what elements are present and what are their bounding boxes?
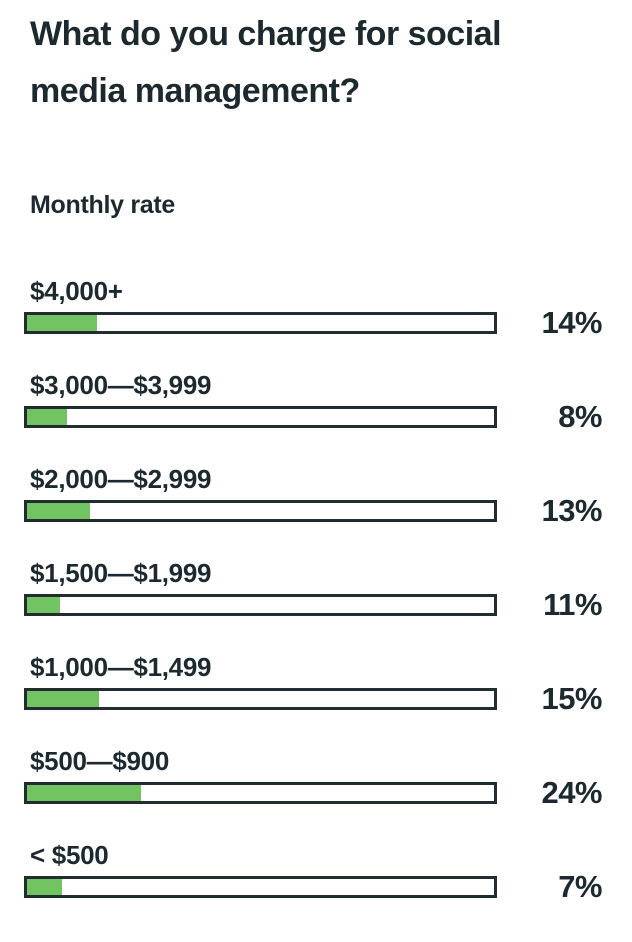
category-label: $500—$900 <box>30 746 169 776</box>
chart-row: $2,000—$2,999 13% <box>24 464 602 528</box>
chart-title: What do you charge for social media mana… <box>30 15 502 110</box>
chart-row: $3,000—$3,999 8% <box>24 370 602 434</box>
value-label: 11% <box>543 587 602 622</box>
chart-row: $4,000+ 14% <box>24 276 602 340</box>
bar-fill <box>27 785 142 801</box>
chart-row: < $500 7% <box>24 840 602 904</box>
bar-track <box>24 594 497 616</box>
bar-chart: $4,000+ 14% $3,000—$3,999 8% $2,000—$2,9… <box>24 276 602 904</box>
bar-fill <box>27 879 63 895</box>
bar-track <box>24 876 497 898</box>
category-label: $4,000+ <box>30 276 123 306</box>
bar-fill <box>27 503 91 519</box>
value-label: 24% <box>541 775 602 810</box>
bar-track <box>24 782 497 804</box>
category-label: $3,000—$3,999 <box>30 370 212 400</box>
bar-fill <box>27 597 60 613</box>
bar-track <box>24 406 497 428</box>
bar-track <box>24 688 497 710</box>
category-label: < $500 <box>30 840 109 870</box>
value-label: 13% <box>541 493 602 528</box>
bar-track <box>24 312 497 334</box>
category-label: $1,500—$1,999 <box>30 558 212 588</box>
chart-row: $1,000—$1,499 15% <box>24 652 602 716</box>
value-label: 8% <box>558 399 602 434</box>
value-label: 15% <box>541 681 602 716</box>
survey-chart: What do you charge for social media mana… <box>0 6 632 904</box>
category-label: $2,000—$2,999 <box>30 464 212 494</box>
bar-track <box>24 500 497 522</box>
value-label: 14% <box>541 305 602 340</box>
bar-fill <box>27 691 100 707</box>
chart-row: $1,500—$1,999 11% <box>24 558 602 622</box>
value-label: 7% <box>558 869 602 904</box>
chart-subtitle: Monthly rate <box>30 191 176 219</box>
bar-fill <box>27 315 98 331</box>
category-label: $1,000—$1,499 <box>30 652 212 682</box>
bar-fill <box>27 409 67 425</box>
chart-row: $500—$900 24% <box>24 746 602 810</box>
